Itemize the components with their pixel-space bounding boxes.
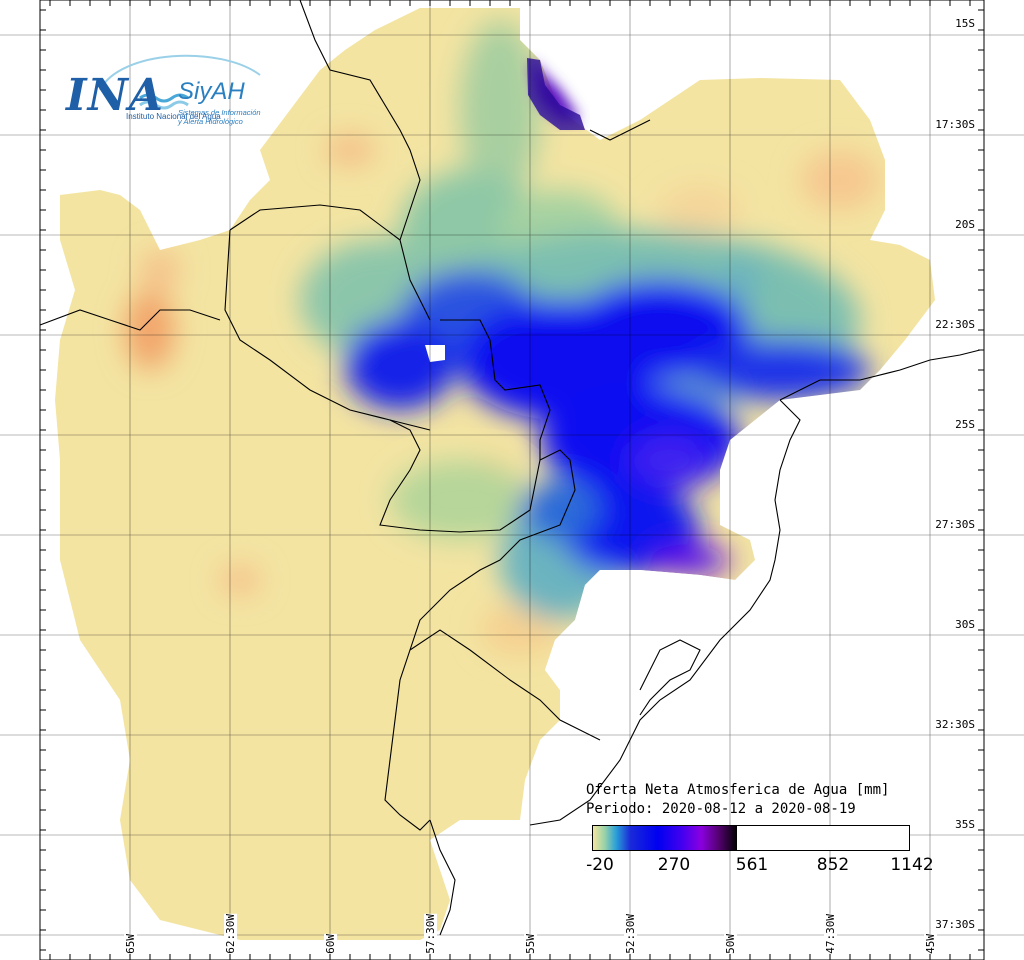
colorbar-tick: 270 [657,855,691,875]
lon-label: 55W [524,934,537,954]
lat-label: 27:30S [934,518,976,531]
legend-title: Oferta Neta Atmosferica de Agua [mm] [586,782,890,798]
lat-label: 30S [954,618,976,631]
colorbar-gradient [593,826,737,850]
logo-ina-text: INA [66,70,164,121]
colorbar-tick: 1142 [890,855,934,875]
lon-label: 47:30W [824,914,837,954]
legend-period: Periodo: 2020-08-12 a 2020-08-19 [586,801,856,817]
logo-ina-subtitle: Instituto Nacional del Agua [126,112,221,121]
colorbar-tick: -20 [586,855,614,875]
lat-label: 37:30S [934,918,976,931]
lat-label: 35S [954,818,976,831]
lat-label: 32:30S [934,718,976,731]
lon-label: 45W [924,934,937,954]
logo-siyah-subtitle-2: y Alerta Hidrológico [178,117,243,126]
lon-label: 52:30W [624,914,637,954]
lat-label: 17:30S [934,118,976,131]
ina-siyah-logo: INA SiyAH Instituto Nacional del Agua Si… [60,50,270,145]
logo-swoosh-icon [99,54,261,110]
lon-label: 50W [724,934,737,954]
lon-label: 65W [124,934,137,954]
lon-label: 57:30W [424,914,437,954]
colorbar-tick: 561 [735,855,769,875]
lat-label: 25S [954,418,976,431]
logo-siyah-text: SiyAH [178,78,245,105]
lat-label: 20S [954,218,976,231]
lat-label: 22:30S [934,318,976,331]
lon-label: 62:30W [224,914,237,954]
lon-label: 60W [324,934,337,954]
lat-label: 15S [954,17,976,30]
colorbar [592,825,910,851]
logo-siyah-subtitle-1: Sistemas de Información [178,108,261,117]
colorbar-tick: 852 [816,855,850,875]
